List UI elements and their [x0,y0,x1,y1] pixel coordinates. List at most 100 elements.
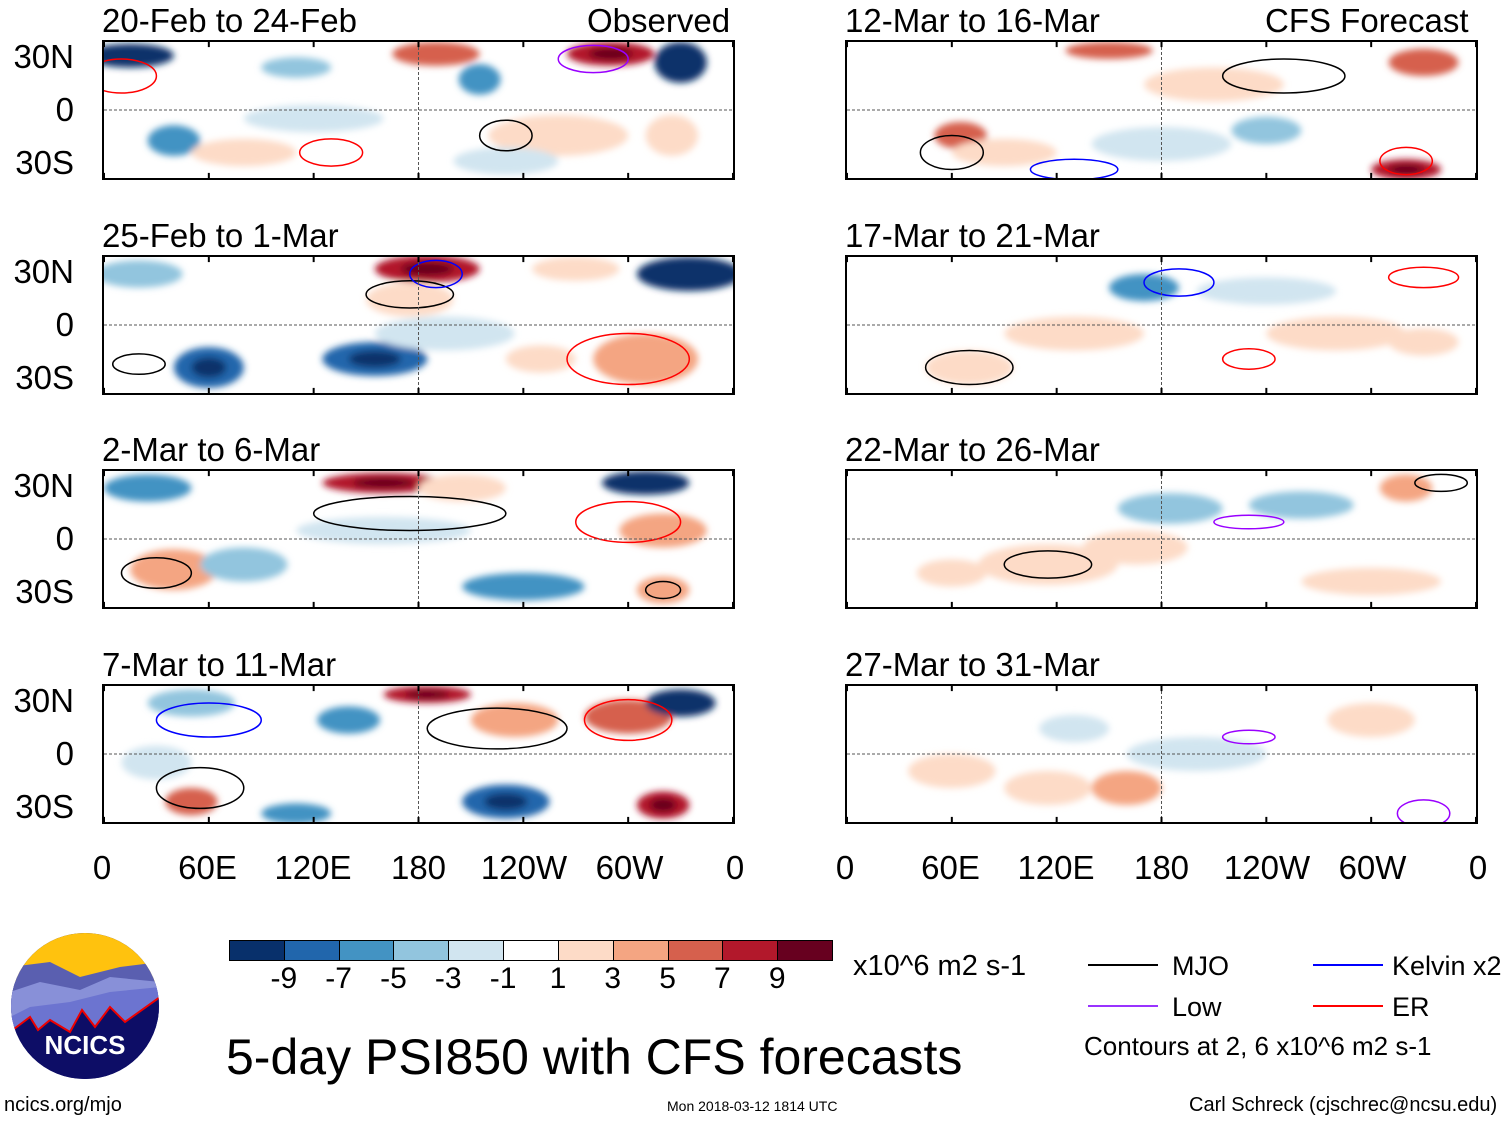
forecast-label: CFS Forecast [1265,2,1469,39]
wave-contour [1380,147,1432,174]
contour-note: Contours at 2, 6 x10^6 m2 s-1 [1084,1031,1432,1061]
wave-contour [427,708,567,749]
anomaly-region [392,42,480,66]
anomaly-region [925,350,1013,385]
anomaly-region [243,104,384,133]
anomaly-region [532,257,620,281]
map-panel [102,255,735,395]
anomaly-region [978,544,1118,585]
anomaly-region [645,115,699,156]
anomaly-region [908,754,996,788]
lat-label: 30N [13,682,74,719]
anomaly-region [1388,48,1459,76]
lat-label: 30S [15,788,74,825]
panel-title: 25-Feb to 1-Mar [102,217,339,254]
lon-label: 60W [595,849,664,886]
colorbar-label: 9 [768,962,786,995]
anomaly-region [663,265,716,283]
wave-contour [314,497,506,531]
wave-contour [576,502,681,543]
anomaly-region [317,706,381,734]
anomaly-region [200,547,288,582]
legend-kelvin: Kelvin x2 [1392,951,1502,981]
colorbar-swatch [722,940,779,961]
anomaly-region [1117,493,1223,524]
anomaly-region [1091,771,1162,805]
lat-label: 0 [55,735,74,772]
colorbar-label: -5 [380,962,407,995]
colorbar-label: -1 [489,962,517,995]
lon-label: 0 [835,849,855,886]
map-panel [102,684,735,824]
wave-contour [1223,730,1275,744]
lon-label: 0 [725,849,745,886]
panel-title: 2-Mar to 6-Mar [102,431,321,468]
anomaly-region [650,798,677,812]
anomaly-region [1196,277,1337,305]
anomaly-region [636,576,690,604]
anomaly-region [623,476,668,489]
lat-label: 30N [13,253,74,290]
lon-label: 60E [178,849,237,886]
colorbar-label: 5 [659,962,676,995]
anomaly-region [505,345,576,373]
anomaly-region [453,147,559,175]
map-panel [845,40,1478,180]
anomaly-region [104,260,183,288]
anomaly-region [1388,328,1459,356]
anomaly-region [405,690,450,699]
anomaly-region [462,573,585,601]
legend-line-er [1313,1005,1383,1007]
lon-label: 120E [274,849,352,886]
wave-contour [1004,551,1091,578]
legend-er: ER [1392,992,1430,1022]
legend-line-mjo [1088,964,1158,966]
lat-label: 0 [55,306,74,343]
anomaly-region [191,357,227,378]
anomaly-region [1082,530,1188,565]
colorbar-label: -3 [434,962,462,995]
wave-contour [1214,515,1284,529]
colorbar-label: 7 [714,962,731,995]
anomaly-region [401,262,454,276]
anomaly-region [261,57,332,78]
panel-title: 7-Mar to 11-Mar [102,646,337,683]
legend-low: Low [1172,992,1222,1022]
wave-contour [480,120,532,151]
wave-contour [558,45,628,72]
anomaly-region [593,333,699,385]
colorbar-swatch [612,940,669,961]
anomaly-region [1248,491,1354,519]
anomaly-region [191,138,297,167]
anomaly-region [348,350,402,368]
panel-title: 17-Mar to 21-Mar [845,217,1100,254]
anomaly-region [1109,274,1179,302]
anomaly-region [663,696,699,710]
timestamp: Mon 2018-03-12 1814 UTC [667,1098,838,1114]
wave-contour [920,136,983,170]
anomaly-region [458,64,501,95]
lat-label: 30N [13,38,74,75]
colorbar-label: 3 [604,962,622,995]
anomaly-region [1231,116,1302,144]
anomaly-region [147,125,201,156]
anomaly-region [1327,703,1415,737]
anomaly-region [147,689,236,717]
url-text: ncics.org/mjo [4,1094,122,1116]
panel-title: 12-Mar to 16-Mar [845,2,1100,39]
anomaly-region [352,477,415,488]
panel-title: 20-Feb to 24-Feb [102,2,357,39]
lon-label: 0 [1468,849,1488,886]
wave-contour [104,59,156,93]
lon-label: 120W [480,849,568,886]
wave-contour [1223,349,1275,369]
lat-label: 30S [15,359,74,396]
legend-line-low [1088,1005,1158,1007]
anomaly-region [488,115,629,156]
panel-title: 27-Mar to 31-Mar [845,646,1100,683]
anomaly-region [1379,474,1433,502]
anomaly-region [374,316,515,351]
lon-label: 0 [92,849,112,886]
observed-label: Observed [587,2,731,39]
